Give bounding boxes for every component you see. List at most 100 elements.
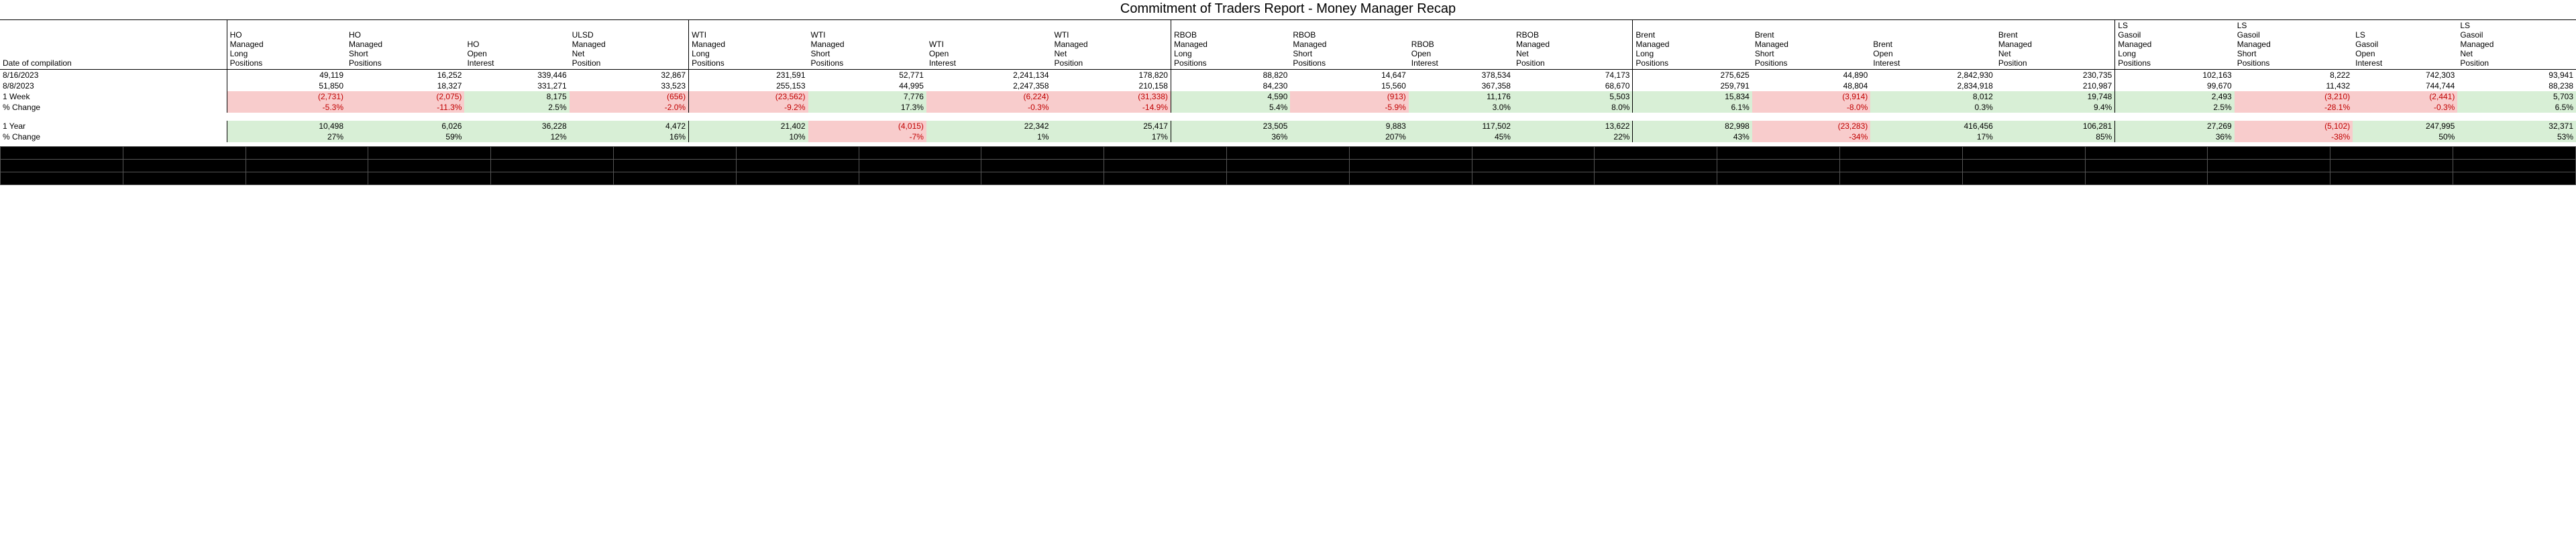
table-row <box>0 113 2576 121</box>
report-title: Commitment of Traders Report - Money Man… <box>0 0 2576 20</box>
obscured-cell <box>2208 172 2330 185</box>
data-cell: 11,432 <box>2235 80 2353 91</box>
data-cell: -38% <box>2235 131 2353 142</box>
data-cell: (31,338) <box>1052 91 1171 102</box>
row-label: 1 Year <box>0 121 227 131</box>
data-cell: 22% <box>1513 131 1633 142</box>
data-cell: 210,987 <box>1996 80 2115 91</box>
column-header: WTIManagedLongPositions <box>689 20 808 70</box>
column-header: BrentManagedLongPositions <box>1633 20 1752 70</box>
data-cell: 9,883 <box>1290 121 1408 131</box>
data-cell: 9.4% <box>1996 102 2115 113</box>
data-cell: (2,731) <box>227 91 346 102</box>
obscured-row <box>1 172 2576 185</box>
obscured-cell <box>1839 160 1962 172</box>
column-header: BrentManagedShortPositions <box>1752 20 1870 70</box>
data-cell: 93,941 <box>2457 70 2576 81</box>
data-cell: 247,995 <box>2353 121 2457 131</box>
table-row: 1 Year10,4986,02636,2284,47221,402(4,015… <box>0 121 2576 131</box>
obscured-cell <box>2330 172 2453 185</box>
data-cell: 14,647 <box>1290 70 1408 81</box>
column-header: ULSDManagedNetPosition <box>570 20 689 70</box>
obscured-cell <box>1 172 123 185</box>
data-cell: 6.5% <box>2457 102 2576 113</box>
data-cell: 331,271 <box>464 80 569 91</box>
data-cell: 8.0% <box>1513 102 1633 113</box>
data-cell: 117,502 <box>1409 121 1513 131</box>
data-cell: 85% <box>1996 131 2115 142</box>
data-cell: (23,283) <box>1752 121 1870 131</box>
data-cell: 5.4% <box>1171 102 1290 113</box>
obscured-cell <box>491 160 614 172</box>
data-cell: 102,163 <box>2115 70 2235 81</box>
obscured-cell <box>246 160 368 172</box>
column-header: RBOBManagedLongPositions <box>1171 20 1290 70</box>
obscured-cell <box>1104 160 1227 172</box>
data-cell: 44,890 <box>1752 70 1870 81</box>
obscured-cell <box>491 147 614 160</box>
column-header: RBOBManagedNetPosition <box>1513 20 1633 70</box>
data-cell: 0.3% <box>1870 102 1996 113</box>
obscured-row <box>1 147 2576 160</box>
table-row: % Change-5.3%-11.3%2.5%-2.0%-9.2%17.3%-0… <box>0 102 2576 113</box>
obscured-cell <box>1595 160 1717 172</box>
obscured-cell <box>2085 147 2208 160</box>
obscured-cell <box>2208 147 2330 160</box>
obscured-data-block <box>0 146 2576 185</box>
obscured-cell <box>1472 147 1595 160</box>
data-cell: 16,252 <box>346 70 464 81</box>
row-label: 1 Week <box>0 91 227 102</box>
data-cell: 68,670 <box>1513 80 1633 91</box>
data-cell: 106,281 <box>1996 121 2115 131</box>
data-cell: 8,012 <box>1870 91 1996 102</box>
data-cell: 23,505 <box>1171 121 1290 131</box>
data-cell: 32,371 <box>2457 121 2576 131</box>
row-label-header: Date of compilation <box>0 20 227 70</box>
row-label: % Change <box>0 131 227 142</box>
data-cell: 15,560 <box>1290 80 1408 91</box>
data-cell: 45% <box>1409 131 1513 142</box>
data-cell: -0.3% <box>926 102 1052 113</box>
data-cell: 416,456 <box>1870 121 1996 131</box>
data-cell: 3.0% <box>1409 102 1513 113</box>
data-cell: 16% <box>570 131 689 142</box>
data-cell: (2,075) <box>346 91 464 102</box>
data-cell: 82,998 <box>1633 121 1752 131</box>
data-cell: 230,735 <box>1996 70 2115 81</box>
data-cell: 21,402 <box>689 121 808 131</box>
data-cell: -0.3% <box>2353 102 2457 113</box>
table-row: 8/8/202351,85018,327331,27133,523255,153… <box>0 80 2576 91</box>
obscured-cell <box>491 172 614 185</box>
obscured-cell <box>859 147 981 160</box>
data-cell: (4,015) <box>808 121 926 131</box>
obscured-cell <box>613 172 736 185</box>
data-cell: 25,417 <box>1052 121 1171 131</box>
obscured-cell <box>1349 160 1472 172</box>
data-cell: -5.9% <box>1290 102 1408 113</box>
data-cell: 2.5% <box>2115 102 2235 113</box>
data-cell: 36,228 <box>464 121 569 131</box>
data-cell: 36% <box>1171 131 1290 142</box>
obscured-cell <box>1962 147 2085 160</box>
obscured-cell <box>2330 160 2453 172</box>
data-cell: 11,176 <box>1409 91 1513 102</box>
data-cell: 178,820 <box>1052 70 1171 81</box>
obscured-cell <box>2453 160 2575 172</box>
data-cell: 210,158 <box>1052 80 1171 91</box>
data-cell: 742,303 <box>2353 70 2457 81</box>
obscured-cell <box>123 147 246 160</box>
data-cell: 44,995 <box>808 80 926 91</box>
data-cell: 378,534 <box>1409 70 1513 81</box>
data-cell: (23,562) <box>689 91 808 102</box>
obscured-cell <box>859 172 981 185</box>
data-cell: 5,703 <box>2457 91 2576 102</box>
data-cell: 17% <box>1052 131 1171 142</box>
data-cell: 48,804 <box>1752 80 1870 91</box>
data-cell: -7% <box>808 131 926 142</box>
column-header: LSGasoilManagedLongPositions <box>2115 20 2235 70</box>
obscured-cell <box>981 147 1104 160</box>
obscured-cell <box>1349 147 1472 160</box>
obscured-cell <box>1472 160 1595 172</box>
data-cell: 36% <box>2115 131 2235 142</box>
obscured-cell <box>123 160 246 172</box>
